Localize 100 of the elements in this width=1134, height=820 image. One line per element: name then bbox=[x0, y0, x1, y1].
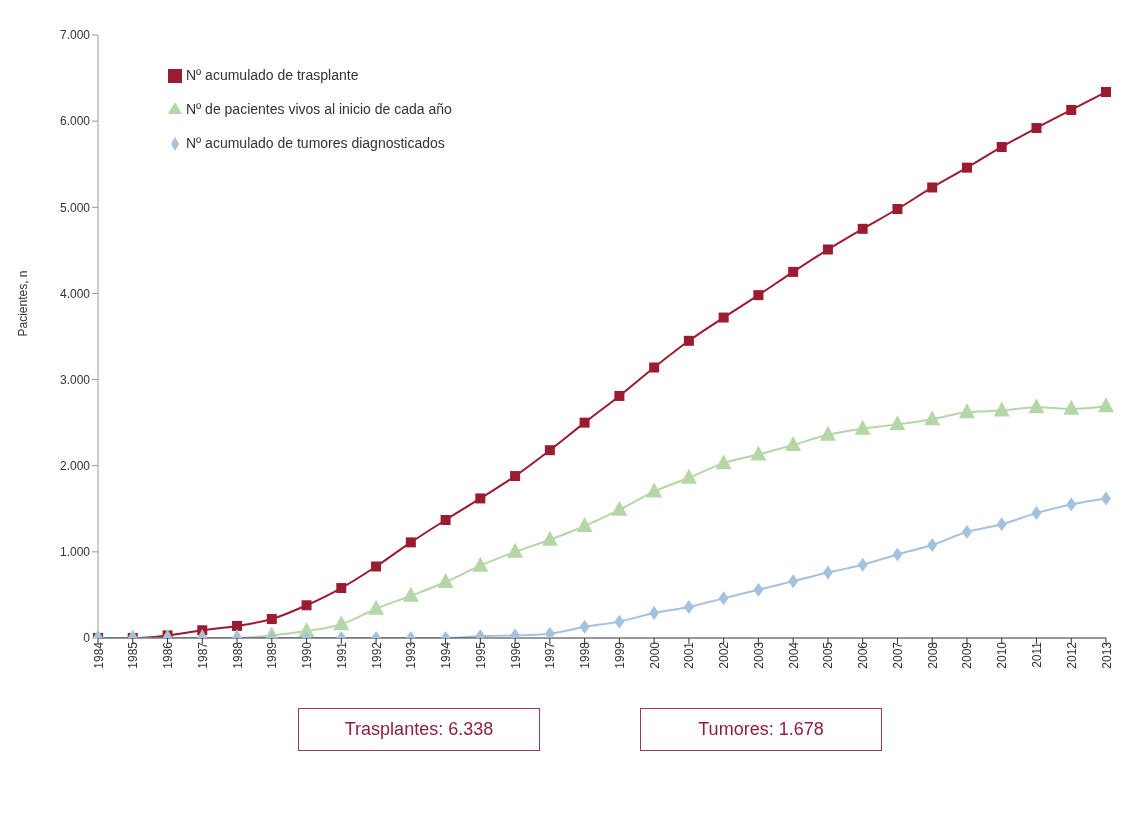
point bbox=[788, 574, 799, 589]
point bbox=[961, 525, 972, 540]
point bbox=[1101, 87, 1111, 98]
x-tick-label: 1994 bbox=[439, 641, 454, 669]
point bbox=[822, 565, 833, 580]
point bbox=[440, 514, 451, 525]
x-tick-label: 2010 bbox=[995, 641, 1010, 669]
point bbox=[822, 244, 833, 255]
x-tick-label: 1992 bbox=[369, 641, 384, 669]
point bbox=[437, 573, 454, 589]
x-tick-label: 1991 bbox=[334, 641, 349, 669]
x-tick-label: 2013 bbox=[1099, 641, 1114, 669]
x-tick-label: 1984 bbox=[91, 641, 106, 669]
x-tick-label: 1987 bbox=[195, 641, 210, 669]
x-tick-label: 1997 bbox=[543, 641, 558, 669]
y-tick-label: 1.000 bbox=[59, 545, 91, 560]
point bbox=[544, 445, 555, 456]
point bbox=[993, 401, 1010, 417]
y-axis-title: Pacientes, n bbox=[16, 270, 31, 337]
point bbox=[1066, 104, 1077, 115]
x-tick-label: 1999 bbox=[612, 641, 627, 669]
legend-label: Nº de pacientes vivos al inicio de cada año bbox=[186, 101, 452, 117]
point bbox=[614, 390, 625, 401]
point bbox=[961, 162, 972, 173]
point bbox=[507, 542, 524, 558]
point bbox=[996, 517, 1007, 532]
point bbox=[996, 141, 1007, 152]
point bbox=[646, 482, 663, 498]
point bbox=[541, 530, 558, 546]
y-tick-label: 3.000 bbox=[59, 372, 91, 387]
point bbox=[854, 419, 871, 435]
point bbox=[472, 556, 489, 572]
point bbox=[576, 517, 593, 533]
point bbox=[475, 493, 486, 504]
x-tick-label: 2004 bbox=[786, 641, 801, 669]
point bbox=[889, 415, 906, 431]
x-tick-label: 1993 bbox=[404, 641, 419, 669]
point bbox=[958, 403, 975, 419]
point bbox=[368, 599, 385, 615]
point bbox=[927, 182, 938, 193]
x-tick-label: 2007 bbox=[890, 641, 905, 669]
point bbox=[788, 266, 799, 277]
point bbox=[857, 557, 868, 572]
point bbox=[753, 582, 764, 597]
point bbox=[924, 410, 941, 426]
point bbox=[718, 591, 729, 606]
x-tick-label: 2005 bbox=[821, 641, 836, 669]
x-tick-label: 1988 bbox=[230, 641, 245, 669]
point bbox=[544, 626, 555, 638]
point bbox=[333, 615, 350, 631]
x-tick-label: 2000 bbox=[647, 641, 662, 669]
point bbox=[614, 614, 625, 629]
x-tick-label: 1996 bbox=[508, 641, 523, 669]
x-tick-label: 1995 bbox=[473, 641, 488, 669]
x-tick-label: 2002 bbox=[717, 641, 732, 669]
x-tick-label: 1990 bbox=[300, 641, 315, 669]
point bbox=[683, 599, 694, 614]
y-tick-label: 0 bbox=[83, 631, 91, 646]
y-tick-label: 6.000 bbox=[59, 114, 91, 129]
point bbox=[1098, 397, 1114, 413]
point bbox=[819, 425, 836, 441]
y-tick-label: 5.000 bbox=[59, 200, 91, 215]
point bbox=[611, 500, 628, 516]
point bbox=[336, 583, 347, 594]
point bbox=[892, 204, 903, 215]
y-tick-label: 2.000 bbox=[59, 458, 91, 473]
point bbox=[750, 445, 767, 461]
point bbox=[718, 312, 729, 323]
point bbox=[402, 586, 419, 602]
point bbox=[680, 468, 697, 484]
x-tick-label: 1989 bbox=[265, 641, 280, 669]
legend-label: Nº acumulado de trasplante bbox=[186, 67, 359, 83]
point bbox=[232, 620, 243, 631]
x-tick-label: 2008 bbox=[925, 641, 940, 669]
point bbox=[1063, 399, 1080, 415]
point bbox=[579, 417, 590, 428]
point bbox=[301, 600, 312, 611]
point bbox=[1031, 506, 1042, 521]
point bbox=[857, 223, 868, 234]
point bbox=[1028, 398, 1045, 414]
point bbox=[405, 537, 416, 548]
point bbox=[892, 547, 903, 562]
x-tick-label: 2009 bbox=[960, 641, 975, 669]
x-tick-label: 2001 bbox=[682, 641, 697, 669]
x-tick-label: 1998 bbox=[578, 641, 593, 669]
x-tick-label: 1986 bbox=[161, 641, 176, 669]
point bbox=[371, 561, 382, 572]
x-tick-label: 2006 bbox=[856, 641, 871, 669]
point bbox=[785, 436, 802, 452]
point bbox=[715, 454, 732, 470]
point bbox=[1066, 497, 1077, 512]
x-tick-label: 2011 bbox=[1030, 641, 1044, 668]
point bbox=[753, 290, 764, 301]
x-tick-label: 2003 bbox=[751, 641, 766, 669]
y-tick-label: 4.000 bbox=[59, 286, 91, 301]
point bbox=[927, 537, 938, 552]
x-tick-label: 2012 bbox=[1064, 641, 1079, 669]
point bbox=[649, 362, 660, 373]
text: Trasplantes: 6.338 bbox=[298, 708, 540, 751]
point bbox=[510, 471, 521, 482]
